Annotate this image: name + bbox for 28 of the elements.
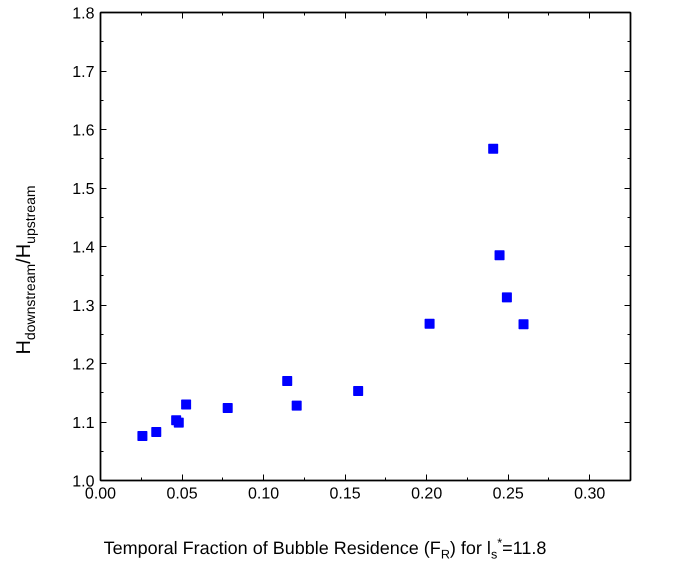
y-tick-label: 1.6 [72, 122, 95, 140]
y-tick-label: 1.8 [72, 6, 95, 22]
point [137, 431, 148, 442]
x-tick-label: 0.25 [492, 486, 524, 502]
x-tick-label: 0.05 [166, 486, 198, 502]
y-tick-label: 1.4 [72, 240, 95, 256]
point [424, 318, 435, 329]
x-tick-label: 0.15 [330, 486, 361, 502]
point [494, 250, 505, 260]
point [222, 402, 233, 413]
point [292, 400, 302, 411]
x-axis-title: Temporal Fraction of Bubble Residence (F$_{R}$) for l$_{s}$$^{*}$=11.8 [102, 535, 548, 564]
y-tick-label: 1.5 [72, 181, 95, 198]
x-tick-label: 0.20 [411, 486, 442, 502]
point [181, 399, 192, 410]
point [174, 418, 184, 428]
y-tick-label: 1.2 [72, 356, 95, 374]
y-tick-label: 1.1 [72, 415, 95, 432]
point [151, 426, 162, 437]
point [488, 144, 498, 154]
x-tick-label: 0.30 [574, 486, 606, 502]
point [353, 386, 364, 396]
y-tick-label: 1.3 [72, 298, 95, 315]
y-tick-label: 1.7 [72, 64, 95, 81]
point [282, 376, 292, 386]
point [502, 292, 512, 302]
point [518, 319, 529, 330]
x-tick-label: 0.10 [248, 486, 280, 502]
